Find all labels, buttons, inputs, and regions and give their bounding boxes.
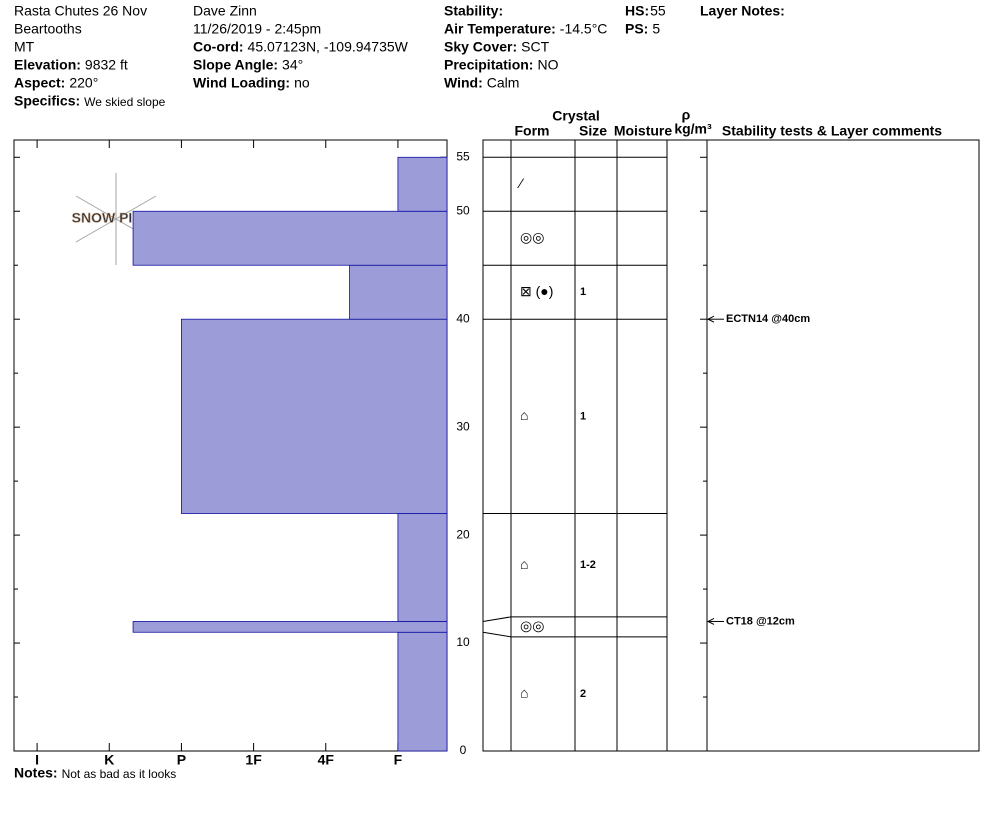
column-header: Moisture	[614, 123, 673, 139]
y-tick-label: 40	[456, 311, 470, 325]
test-arrowhead	[706, 315, 715, 323]
header-value: 9832 ft	[85, 57, 128, 73]
x-tick-label: 4F	[318, 752, 335, 768]
header-value: 55	[650, 3, 666, 19]
header-value: 34°	[282, 57, 303, 73]
header-text: MT	[14, 39, 35, 55]
hardness-bar	[181, 318, 448, 514]
grain-form: ◎◎	[520, 229, 544, 245]
table-frame	[482, 139, 980, 752]
test-arrowhead	[706, 618, 715, 625]
header-label: Wind Loading:	[193, 75, 290, 91]
hardness-bar	[349, 264, 448, 320]
header-label: Specifics:	[14, 93, 80, 109]
x-tick-label: 1F	[245, 752, 262, 768]
grain-form: ⌂	[520, 556, 528, 572]
hardness-bar	[397, 156, 448, 212]
header-label: Slope Angle:	[193, 57, 278, 73]
header-label: Stability:	[444, 3, 503, 19]
layer-boundary	[482, 616, 667, 622]
column-header: Form	[515, 123, 550, 139]
header-label: Co-ord:	[193, 39, 244, 55]
hardness-bar	[132, 621, 448, 633]
x-tick-label: I	[35, 752, 39, 768]
grain-form: ⁄	[517, 175, 525, 191]
header-value: 5	[652, 21, 660, 37]
header-label: Notes:	[14, 765, 58, 781]
y-tick-label: 55	[456, 149, 470, 163]
test-label: CT18 @12cm	[726, 615, 795, 627]
header-label: Aspect:	[14, 75, 65, 91]
header-label: Layer Notes:	[700, 3, 785, 19]
header-label: Precipitation:	[444, 57, 533, 73]
x-tick-label: P	[177, 752, 186, 768]
grain-form: ⌂	[520, 685, 528, 701]
y-tick-label: 20	[456, 527, 470, 541]
grain-size: 1	[580, 286, 586, 298]
header-value: no	[294, 75, 310, 91]
header-label: Wind:	[444, 75, 483, 91]
column-header: ρ	[682, 107, 691, 123]
header-value: We skied slope	[84, 95, 165, 109]
y-tick-label: 10	[456, 635, 470, 649]
header-label: Elevation:	[14, 57, 81, 73]
grain-form: ⌂	[520, 407, 528, 423]
header-value: SCT	[521, 39, 549, 55]
layer-boundary	[482, 631, 667, 638]
grain-form: ◎◎	[520, 618, 544, 634]
header-text: Beartooths	[14, 21, 82, 37]
header-text: Dave Zinn	[193, 3, 257, 19]
grain-form: ⊠ (●)	[520, 283, 553, 299]
header-value: Not as bad as it looks	[62, 767, 177, 781]
header-value: Calm	[487, 75, 520, 91]
grain-size: 2	[580, 688, 586, 700]
header-label: PS:	[625, 21, 648, 37]
header-label: Sky Cover:	[444, 39, 517, 55]
header-text: 11/26/2019 - 2:45pm	[193, 21, 321, 37]
y-tick-label: 0	[460, 743, 467, 757]
header-label: Air Temperature:	[444, 21, 556, 37]
column-header: Size	[579, 123, 607, 139]
header-value: 220°	[69, 75, 98, 91]
column-header: Crystal	[552, 108, 599, 124]
hardness-bar	[397, 513, 448, 622]
x-tick-label: K	[104, 752, 114, 768]
x-tick-label: F	[394, 752, 403, 768]
header-value: 45.07123N, -109.94735W	[248, 39, 409, 55]
header-value: NO	[537, 57, 558, 73]
hardness-bar	[397, 631, 448, 752]
header-text: Rasta Chutes 26 Nov	[14, 3, 147, 19]
y-tick-label: 50	[456, 203, 470, 217]
y-tick-label: 30	[456, 419, 470, 433]
header-value: -14.5°C	[560, 21, 608, 37]
grain-size: 1	[580, 410, 586, 422]
test-label: ECTN14 @40cm	[726, 313, 810, 325]
grain-size: 1-2	[580, 559, 596, 571]
header-label: HS:	[625, 3, 649, 19]
column-header: Stability tests & Layer comments	[722, 123, 942, 139]
column-header: kg/m³	[674, 121, 712, 137]
hardness-bar	[132, 210, 448, 266]
